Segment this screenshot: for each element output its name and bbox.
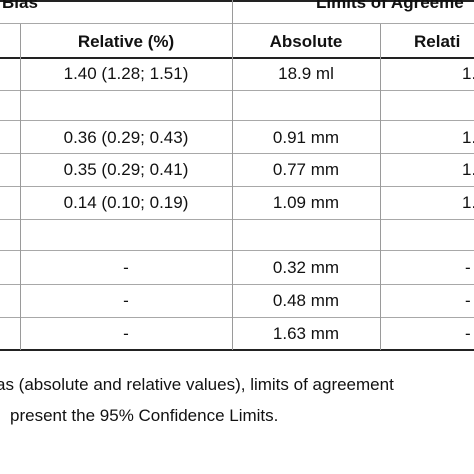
row-divider (0, 284, 474, 285)
loa-relative-cell: 1.6 (462, 193, 474, 212)
bias-relative-cell: - (123, 258, 129, 277)
table-bottom-rule (0, 349, 474, 351)
loa-absolute-cell: 0.77 mm (272, 160, 340, 179)
table-footnote-line-2: present the 95% Confidence Limits. (10, 406, 279, 425)
row-divider (0, 153, 474, 154)
row-divider (0, 186, 474, 187)
column-divider (232, 0, 233, 350)
bias-group-header: Bias (2, 0, 38, 12)
loa-relative-cell: - (465, 291, 471, 310)
loa-absolute-cell: 1.09 mm (272, 193, 340, 212)
bias-relative-cell: 0.14 (0.10; 0.19) (63, 193, 189, 212)
row-divider (0, 120, 474, 121)
row-divider (0, 219, 474, 220)
row-divider (0, 250, 474, 251)
loa-relative-cell: - (465, 324, 471, 343)
loa-absolute-cell: 18.9 ml (278, 64, 334, 83)
bias-relative-cell: 0.35 (0.29; 0.41) (63, 160, 189, 179)
column-divider (380, 24, 381, 350)
bias-relative-cell: - (123, 324, 129, 343)
absolute-column-header: Absolute (269, 32, 343, 51)
top-rule (0, 0, 474, 2)
relative-pct-column-header: Relative (%) (77, 32, 175, 51)
limits-of-agreement-group-header: Limits of Agreeme (316, 0, 464, 12)
column-divider (20, 24, 21, 350)
bias-relative-cell: - (123, 291, 129, 310)
relative-column-header: Relati (414, 32, 461, 51)
table-footnote-line-1: as (absolute and relative values), limit… (0, 375, 394, 394)
loa-absolute-cell: 0.48 mm (272, 291, 340, 310)
loa-relative-cell: 1.6 (462, 128, 474, 147)
bias-relative-cell: 1.40 (1.28; 1.51) (63, 64, 189, 83)
header-bottom-rule (0, 57, 474, 59)
loa-relative-cell: 1.6 (462, 160, 474, 179)
loa-absolute-cell: 0.32 mm (272, 258, 340, 277)
loa-relative-cell: - (465, 258, 471, 277)
bias-relative-cell: 0.36 (0.29; 0.43) (63, 128, 189, 147)
header-divider (0, 23, 474, 24)
loa-absolute-cell: 1.63 mm (272, 324, 340, 343)
row-divider (0, 90, 474, 91)
row-divider (0, 317, 474, 318)
loa-absolute-cell: 0.91 mm (272, 128, 340, 147)
loa-relative-cell: 1.0 (462, 64, 474, 83)
